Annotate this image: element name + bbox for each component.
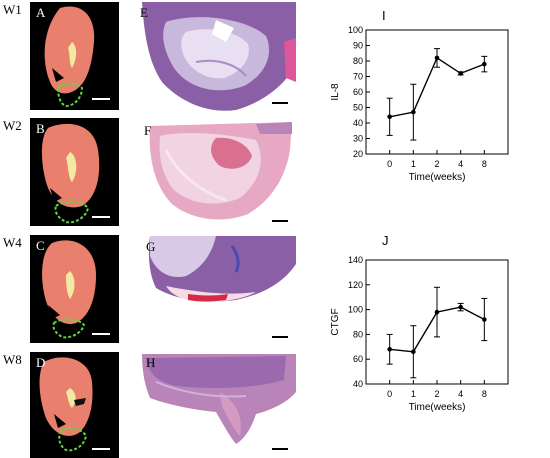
week-label-w2: W2 xyxy=(3,118,22,133)
x-tick-label: 1 xyxy=(411,389,416,399)
data-point xyxy=(482,317,487,322)
kidney-panel-a: A xyxy=(30,2,119,110)
data-point xyxy=(458,304,463,310)
kidney-image-b xyxy=(41,123,100,224)
y-tick-label: 40 xyxy=(353,379,363,389)
data-point xyxy=(411,349,416,355)
y-tick-label: 60 xyxy=(353,354,363,364)
histology-image-g xyxy=(148,236,296,302)
kidney-image-c xyxy=(42,240,96,339)
y-tick-label: 20 xyxy=(353,149,363,159)
panel-label-b: B xyxy=(36,121,45,136)
kidney-panel-d: D xyxy=(30,352,119,458)
y-axis-label: IL-8 xyxy=(330,83,341,101)
histology-image-h xyxy=(142,354,296,444)
histology-panel-h: H xyxy=(136,352,296,456)
data-point xyxy=(434,55,440,61)
y-tick-label: 120 xyxy=(348,280,363,290)
chart-il8: I 20 30 40 50 60 70 80 90 100 0 1 2 4 8 Time(weeks) IL-… xyxy=(330,8,509,183)
histology-panel-e: E xyxy=(136,2,296,112)
scale-bar-g xyxy=(272,336,288,338)
data-point xyxy=(387,114,392,120)
chart-panel-label: J xyxy=(382,233,389,248)
x-tick-label: 8 xyxy=(482,159,487,169)
week-label-w1: W1 xyxy=(3,2,22,17)
kidney-panel-b: B xyxy=(30,118,119,226)
data-point xyxy=(434,309,440,315)
histology-image-e xyxy=(142,2,296,111)
y-tick-label: 60 xyxy=(353,87,363,97)
y-tick-label: 80 xyxy=(353,329,363,339)
y-tick-label: 40 xyxy=(353,118,363,128)
histology-panel-g: G xyxy=(136,236,296,346)
x-tick-label: 0 xyxy=(387,389,392,399)
week-label-w8: W8 xyxy=(3,352,22,367)
panel-label-d: D xyxy=(36,355,46,370)
y-axis-label: CTGF xyxy=(330,308,341,335)
kidney-image-d xyxy=(39,357,93,452)
data-point xyxy=(482,61,487,67)
x-axis-label: Time(weeks) xyxy=(409,402,466,413)
x-tick-label: 0 xyxy=(387,159,392,169)
kidney-image-a xyxy=(44,6,95,108)
x-tick-label: 1 xyxy=(411,159,416,169)
scale-bar-b xyxy=(92,216,110,218)
scale-bar-c xyxy=(92,333,110,335)
panel-label-h: H xyxy=(146,355,156,370)
y-tick-label: 80 xyxy=(353,56,363,66)
y-tick-label: 90 xyxy=(353,41,363,51)
data-point xyxy=(458,71,463,76)
panel-label-c: C xyxy=(36,238,45,253)
x-tick-label: 2 xyxy=(434,159,439,169)
scale-bar-f xyxy=(272,220,288,222)
y-tick-label: 50 xyxy=(353,103,363,113)
chart-panel-label: I xyxy=(382,8,386,23)
panel-label-f: F xyxy=(144,123,152,138)
scale-bar-h xyxy=(272,448,288,450)
week-label-w4: W4 xyxy=(3,235,22,250)
x-tick-label: 4 xyxy=(458,159,463,169)
panel-label-e: E xyxy=(140,5,148,20)
data-point xyxy=(387,346,392,352)
y-tick-label: 100 xyxy=(348,25,363,35)
scale-bar-a xyxy=(92,98,110,100)
histology-image-f xyxy=(149,122,292,220)
y-tick-label: 30 xyxy=(353,134,363,144)
chart-ctgf: J 40 60 80 100 120 140 0 1 2 4 8 Time(weeks) CTGF xyxy=(330,233,509,413)
x-tick-label: 4 xyxy=(458,389,463,399)
y-tick-label: 70 xyxy=(353,72,363,82)
x-tick-label: 8 xyxy=(482,389,487,399)
histology-panel-f: F xyxy=(136,120,296,230)
panel-label-g: G xyxy=(146,239,156,254)
scale-bar-d xyxy=(92,448,110,450)
y-tick-label: 140 xyxy=(348,255,363,265)
x-tick-label: 2 xyxy=(434,389,439,399)
panel-label-a: A xyxy=(36,5,46,20)
y-tick-label: 100 xyxy=(348,305,363,315)
scale-bar-e xyxy=(272,102,288,104)
kidney-panel-c: C xyxy=(30,235,119,343)
x-axis-label: Time(weeks) xyxy=(409,172,466,183)
data-point xyxy=(411,109,416,115)
